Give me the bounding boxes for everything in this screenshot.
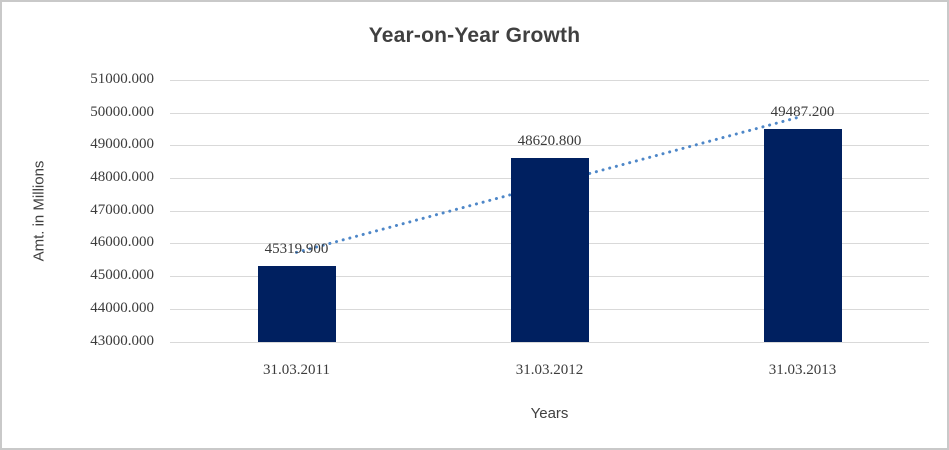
bar: [510, 157, 589, 342]
y-tick-label: 51000.000: [90, 71, 154, 87]
x-tick-label: 31.03.2011: [263, 362, 330, 378]
x-tick-label: 31.03.2013: [768, 362, 837, 378]
y-tick-label: 44000.000: [90, 299, 154, 316]
y-tick-label: 48000.000: [90, 169, 154, 186]
bar-value-label: 45319.900: [264, 240, 329, 257]
y-tick-label: 49000.000: [90, 136, 154, 153]
gridline: [170, 112, 929, 114]
x-tick-label: 31.03.2012: [515, 362, 584, 378]
bar: [763, 129, 842, 342]
y-tick-label: 43000.000: [90, 332, 154, 349]
y-tick-label: 47000.000: [90, 201, 154, 218]
gridline: [170, 80, 929, 81]
x-axis-title: Years: [530, 405, 569, 422]
y-tick-label: 45000.000: [90, 267, 154, 284]
gridline: [170, 341, 929, 343]
bar-value-label: 48620.800: [517, 132, 582, 149]
y-tick-label: 46000.000: [90, 234, 154, 251]
chart-title: Year-on-Year Growth: [368, 24, 581, 47]
bar: [257, 265, 336, 342]
gridline: [170, 145, 929, 147]
y-tick-label: 50000.000: [90, 103, 154, 120]
bar-value-label: 49487.200: [770, 104, 835, 121]
